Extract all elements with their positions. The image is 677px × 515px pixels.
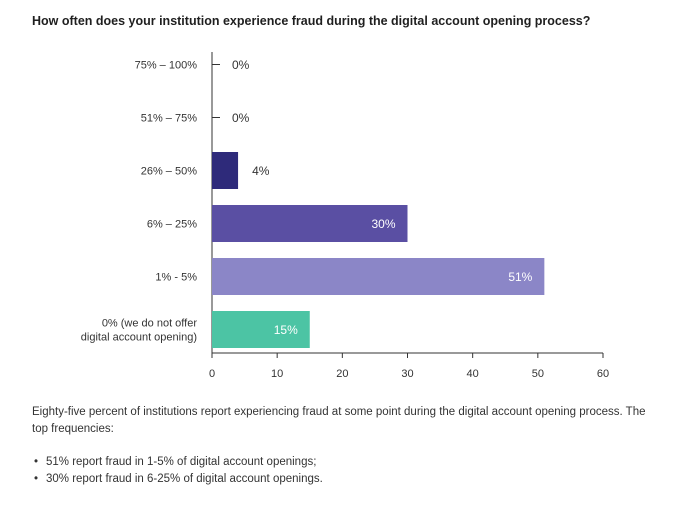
data-label: 0% — [232, 58, 250, 72]
x-tick-label: 20 — [336, 368, 348, 380]
bar — [212, 152, 239, 189]
data-label: 4% — [252, 164, 270, 178]
bar — [212, 205, 408, 242]
data-label: 0% — [232, 111, 250, 125]
bar — [212, 258, 545, 295]
category-label: 0% (we do not offer — [102, 318, 198, 330]
bar — [212, 311, 310, 348]
summary-text: Eighty-five percent of institutions repo… — [32, 406, 646, 435]
bullet-item: 51% report fraud in 1-5% of digital acco… — [32, 454, 652, 471]
data-label: 15% — [274, 323, 298, 337]
bullet-item: 30% report fraud in 6-25% of digital acc… — [32, 471, 652, 488]
category-label: 51% – 75% — [141, 113, 197, 125]
x-tick-label: 40 — [467, 368, 479, 380]
category-label: 75% – 100% — [135, 60, 198, 72]
category-label: 26% – 50% — [141, 166, 197, 178]
x-tick-label: 10 — [271, 368, 283, 380]
category-label: digital account opening) — [81, 332, 197, 344]
chart-title: How often does your institution experien… — [32, 14, 591, 28]
summary-bullets: 51% report fraud in 1-5% of digital acco… — [32, 454, 652, 488]
x-tick-label: 0 — [209, 368, 215, 380]
x-tick-label: 30 — [401, 368, 413, 380]
data-label: 30% — [371, 217, 395, 231]
x-tick-label: 50 — [532, 368, 544, 380]
bar-chart: 0 10 20 30 40 50 60 75% – 100% 0% 51% – 75% 0% 26% … — [81, 52, 609, 380]
data-label: 51% — [508, 270, 532, 284]
category-label: 1% - 5% — [155, 272, 197, 284]
x-tick-label: 60 — [597, 368, 609, 380]
category-label: 6% – 25% — [147, 219, 197, 231]
